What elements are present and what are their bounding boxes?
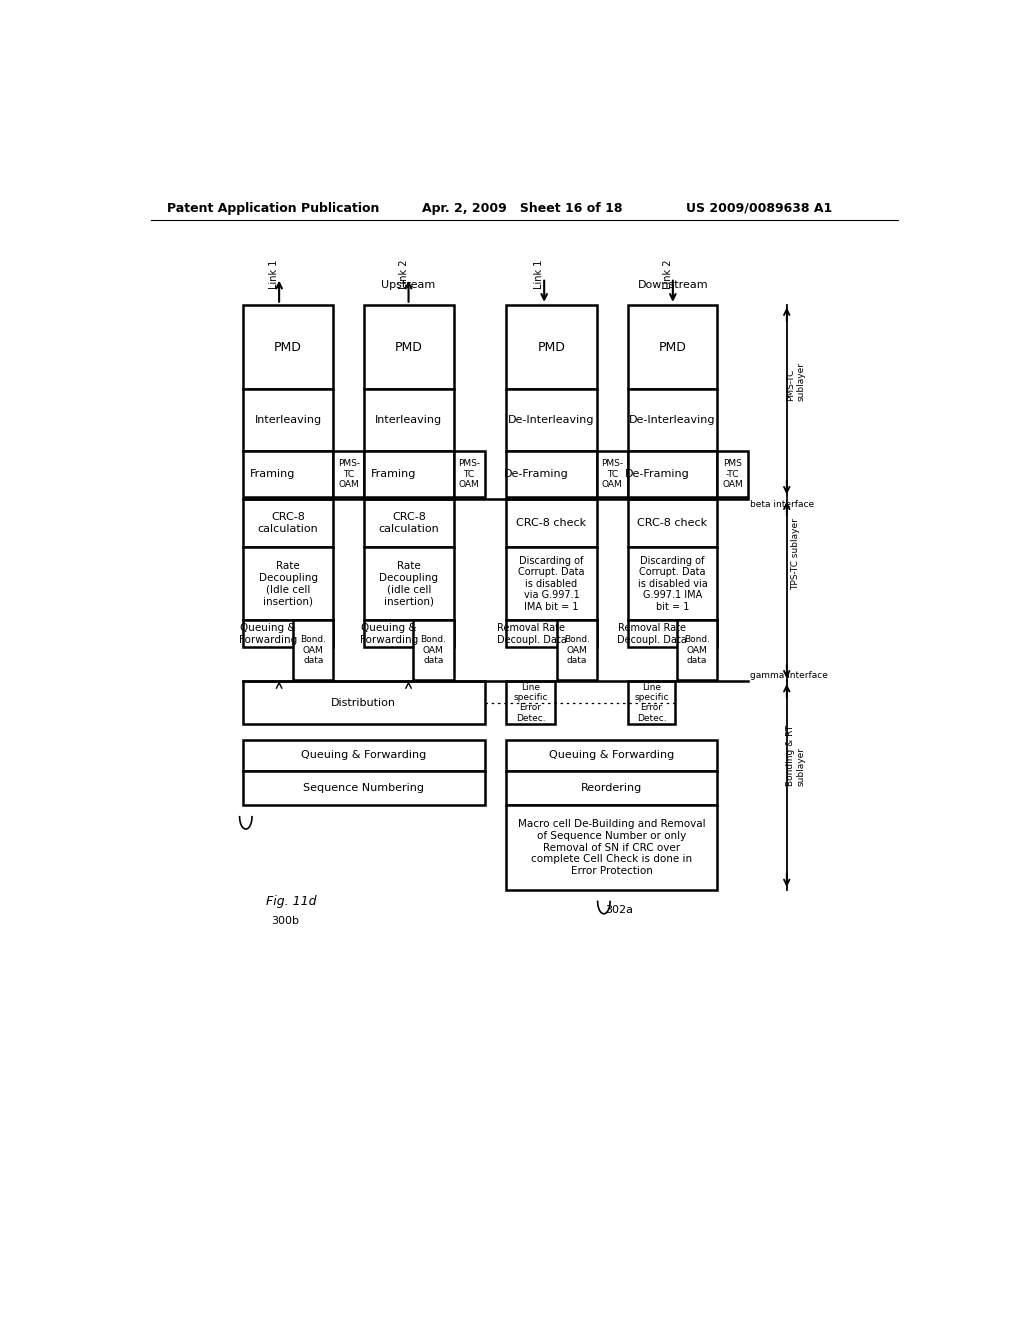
Text: Macro cell De-Building and Removal
of Sequence Number or only
Removal of SN if C: Macro cell De-Building and Removal of Se… [518,820,706,875]
Bar [628,620,717,647]
Text: Queuing & Forwarding: Queuing & Forwarding [549,750,674,760]
Text: PMS-
TC
OAM: PMS- TC OAM [338,459,360,488]
Text: CRC-8 check: CRC-8 check [516,517,587,528]
Text: Queuing &
Forwarding: Queuing & Forwarding [239,623,297,644]
Text: PMD: PMD [538,341,565,354]
Text: Link 1: Link 1 [535,259,544,289]
Text: Discarding of
Corrupt. Data
is disabled via
G.997.1 IMA
bit = 1: Discarding of Corrupt. Data is disabled … [638,556,708,612]
Text: PMS-
TC
OAM: PMS- TC OAM [458,459,480,488]
Bar [365,389,454,451]
Text: Bond.
OAM
data: Bond. OAM data [300,635,327,665]
Text: CRC-8
calculation: CRC-8 calculation [258,512,318,533]
Bar [506,548,597,620]
Text: CRC-8 check: CRC-8 check [637,517,708,528]
Text: Bond.
OAM
data: Bond. OAM data [564,635,590,665]
Text: De-Interleaving: De-Interleaving [629,416,716,425]
Text: Link 2: Link 2 [663,259,673,289]
Text: Upstream: Upstream [381,280,435,290]
Text: Apr. 2, 2009   Sheet 16 of 18: Apr. 2, 2009 Sheet 16 of 18 [423,202,623,215]
Text: De-Framing: De-Framing [504,469,568,479]
Bar [243,499,334,548]
Text: De-Interleaving: De-Interleaving [508,416,595,425]
Text: PMS-TC
sublayer: PMS-TC sublayer [786,362,806,401]
Bar [506,499,597,548]
Bar [454,451,484,498]
Bar [243,620,334,647]
Text: PMD: PMD [274,341,302,354]
Bar [717,451,748,498]
Bar [243,771,484,805]
Text: 300b: 300b [271,916,299,925]
Text: De-Framing: De-Framing [625,469,689,479]
Bar [293,620,334,680]
Bar [597,451,628,498]
Text: Queuing &
Forwarding: Queuing & Forwarding [359,623,418,644]
Text: Line
specific
Error
Detec.: Line specific Error Detec. [513,682,548,723]
Bar [243,739,484,771]
Bar [365,305,454,389]
Bar [557,620,597,680]
Bar [365,548,454,620]
Bar [414,620,454,680]
Bar [365,620,454,647]
Bar [365,451,454,498]
Bar [506,305,597,389]
Text: beta interface: beta interface [751,500,814,510]
Bar [243,451,334,498]
Bar [506,739,717,771]
Bar [628,305,717,389]
Text: Reordering: Reordering [581,783,642,793]
Text: Removal Rate
Decoupl. Data: Removal Rate Decoupl. Data [497,623,566,644]
Bar [628,451,717,498]
Bar [243,681,484,725]
Text: Framing: Framing [250,469,295,479]
Text: Downstream: Downstream [638,280,709,290]
Text: Interleaving: Interleaving [255,416,322,425]
Text: Link 2: Link 2 [398,259,409,289]
Text: Removal Rate
Decoupl. Data: Removal Rate Decoupl. Data [617,623,687,644]
Bar [506,389,597,451]
Bar [334,451,365,498]
Text: Line
specific
Error
Detec.: Line specific Error Detec. [634,682,669,723]
Bar [677,620,717,680]
Text: Bond.
OAM
data: Bond. OAM data [420,635,446,665]
Text: Discarding of
Corrupt. Data
is disabled
via G.997.1
IMA bit = 1: Discarding of Corrupt. Data is disabled … [518,556,585,612]
Bar [628,548,717,620]
Bar [506,681,555,725]
Bar [628,389,717,451]
Text: Sequence Numbering: Sequence Numbering [303,783,424,793]
Text: Fig. 11d: Fig. 11d [265,895,316,908]
Bar [506,805,717,890]
Text: PMS
-TC
OAM: PMS -TC OAM [722,459,742,488]
Text: US 2009/0089638 A1: US 2009/0089638 A1 [686,202,833,215]
Bar [243,305,334,389]
Text: Bond.
OAM
data: Bond. OAM data [684,635,710,665]
Text: Framing: Framing [371,469,416,479]
Text: Rate
Decoupling
(Idle cell
insertion): Rate Decoupling (Idle cell insertion) [258,561,317,606]
Text: Queuing & Forwarding: Queuing & Forwarding [301,750,426,760]
Text: Distribution: Distribution [331,698,396,708]
Text: Patent Application Publication: Patent Application Publication [167,202,379,215]
Bar [506,451,597,498]
Text: Bonding & RT
sublayer: Bonding & RT sublayer [786,725,806,785]
Text: gamma interface: gamma interface [751,671,828,680]
Text: TPS-TC sublayer: TPS-TC sublayer [792,519,801,590]
Bar [365,499,454,548]
Bar [243,389,334,451]
Bar [506,620,597,647]
Text: PMS-
TC
OAM: PMS- TC OAM [601,459,624,488]
Text: PMD: PMD [658,341,686,354]
Text: CRC-8
calculation: CRC-8 calculation [379,512,439,533]
Text: PMD: PMD [395,341,423,354]
Text: Interleaving: Interleaving [376,416,442,425]
Bar [506,771,717,805]
Bar [628,499,717,548]
Bar [243,548,334,620]
Text: Rate
Decoupling
(idle cell
insertion): Rate Decoupling (idle cell insertion) [380,561,438,606]
Text: Link 1: Link 1 [269,259,280,289]
Bar [628,681,675,725]
Text: 302a: 302a [605,906,634,915]
